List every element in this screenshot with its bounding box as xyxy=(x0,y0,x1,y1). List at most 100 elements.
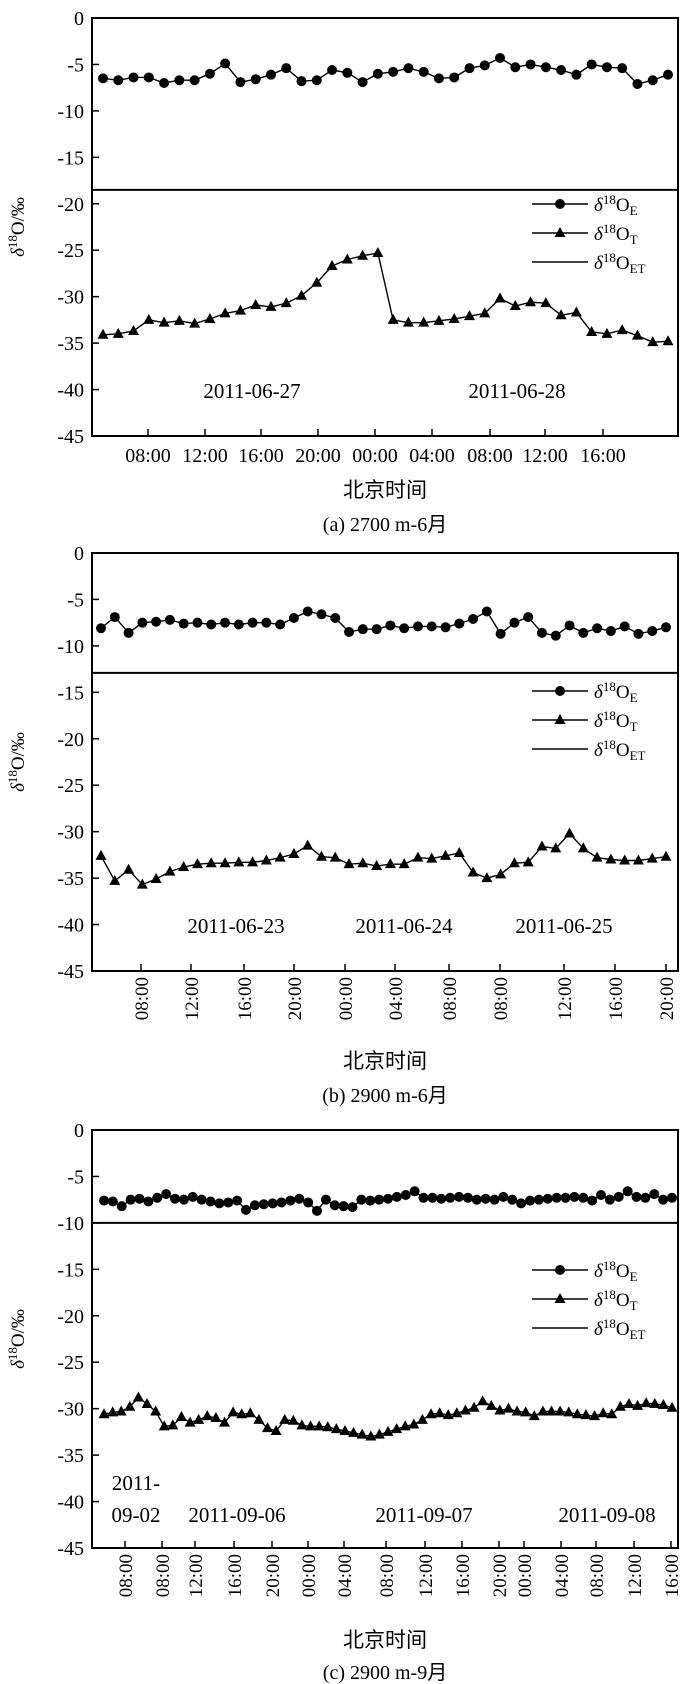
series-t-point xyxy=(591,851,603,862)
series-e-point xyxy=(569,1191,580,1202)
series-e-point xyxy=(592,623,603,634)
series-e-point xyxy=(296,76,307,87)
series-e-point xyxy=(454,618,465,629)
y-label-rest: O/‰ xyxy=(8,197,29,235)
legend-label: δ18OET xyxy=(594,737,646,763)
series-e-point xyxy=(302,606,313,617)
series-t-point xyxy=(577,842,589,853)
series-t-point xyxy=(402,316,414,327)
x-tick-label: 16:00 xyxy=(606,977,627,1020)
date-label: 2011-06-27 xyxy=(203,379,300,403)
y-label-sup: 18 xyxy=(5,1347,20,1360)
series-t-point xyxy=(477,1395,489,1406)
x-tick-label: 16:00 xyxy=(580,445,626,467)
x-tick-label: 08:00 xyxy=(377,1554,398,1597)
series-e-point xyxy=(601,62,612,73)
date-label: 2011-06-24 xyxy=(355,914,453,938)
y-tick-label: -40 xyxy=(57,1492,84,1514)
series-e-point xyxy=(536,627,547,638)
y-tick-label: -10 xyxy=(57,101,84,123)
date-label: 2011-06-25 xyxy=(515,914,612,938)
series-e-point xyxy=(214,1198,225,1209)
series-e-point xyxy=(661,622,671,633)
series-t-point xyxy=(262,1422,274,1433)
series-t-line xyxy=(102,252,669,343)
series-t-point xyxy=(193,1413,205,1424)
series-t-point xyxy=(322,1421,334,1432)
series-e-point xyxy=(658,1194,669,1205)
legend-triangle-marker xyxy=(554,714,566,724)
x-tick-label: 12:00 xyxy=(555,977,576,1020)
series-t-point xyxy=(372,247,384,258)
series-e-point xyxy=(412,621,423,632)
series-e-point xyxy=(633,628,644,639)
series-e-point xyxy=(330,613,341,624)
series-e-point xyxy=(533,1194,544,1205)
x-tick-label: 16:00 xyxy=(238,445,284,467)
series-e-point xyxy=(241,1204,251,1215)
series-t-point xyxy=(494,1404,506,1415)
series-t-point xyxy=(128,325,140,336)
legend-triangle-marker xyxy=(554,1293,566,1303)
series-e-point xyxy=(109,612,120,623)
series-e-point xyxy=(178,1194,189,1205)
series-t-point xyxy=(616,324,628,335)
series-e-point xyxy=(462,1192,473,1203)
y-tick-label: -25 xyxy=(57,240,84,262)
series-t-point xyxy=(357,249,369,260)
y-tick-label: -5 xyxy=(67,54,84,76)
series-e-point xyxy=(356,1194,367,1205)
series-e-point xyxy=(161,1189,172,1200)
series-t-point xyxy=(391,1423,403,1434)
series-e-point xyxy=(647,75,658,86)
series-e-point xyxy=(265,69,276,80)
series-t-point xyxy=(233,856,245,867)
series-e-point xyxy=(542,1193,553,1204)
series-t-point xyxy=(564,827,576,838)
series-e-point xyxy=(223,1197,234,1208)
date-label: 2011-06-23 xyxy=(187,914,284,938)
series-marks xyxy=(92,1186,678,1441)
series-t-point xyxy=(330,1423,342,1434)
series-e-point xyxy=(98,73,108,84)
series-e-point xyxy=(113,75,124,86)
series-t-point xyxy=(580,1409,592,1420)
series-e-point xyxy=(267,1198,278,1209)
x-tick-label: 08:00 xyxy=(153,1554,174,1597)
series-t-point xyxy=(649,1398,661,1409)
legend-label: δ18OE xyxy=(594,679,638,705)
series-t-point xyxy=(522,856,534,867)
y-label-delta: δ xyxy=(8,782,29,792)
series-t-point xyxy=(150,873,162,884)
date-labels: 2011-06-23 2011-06-24 2011-06-25 xyxy=(187,914,612,938)
x-tick-label: 16:00 xyxy=(453,1554,474,1597)
series-t-point xyxy=(570,306,582,317)
series-e-point xyxy=(303,1197,314,1208)
series-e-point xyxy=(281,63,292,74)
series-e-point xyxy=(285,1195,296,1206)
series-e-point xyxy=(192,617,203,628)
series-t-point xyxy=(536,840,548,851)
y-axis-label: δ18O/‰ xyxy=(5,732,29,792)
series-e-point xyxy=(143,1196,154,1207)
series-e-point xyxy=(622,1186,633,1197)
x-tick-label: 00:00 xyxy=(515,1554,536,1597)
series-t-point xyxy=(384,858,396,869)
x-axis-label: 北京时间 xyxy=(343,478,427,502)
series-marks xyxy=(92,52,678,347)
series-t-point xyxy=(571,1408,583,1419)
series-t-point xyxy=(425,1408,437,1419)
series-t-point xyxy=(433,314,445,325)
x-tick-label: 16:00 xyxy=(235,977,256,1020)
series-e-point xyxy=(604,1194,615,1205)
legend-triangle-marker xyxy=(554,227,566,237)
x-tick-label: 12:00 xyxy=(182,977,203,1020)
series-e-point xyxy=(170,1193,180,1204)
series-e-point xyxy=(426,621,437,632)
series-e-point xyxy=(391,1191,402,1202)
series-e-point xyxy=(357,624,368,635)
series-t-line xyxy=(100,832,667,886)
series-e-point xyxy=(312,1205,322,1216)
series-e-point xyxy=(509,617,520,628)
